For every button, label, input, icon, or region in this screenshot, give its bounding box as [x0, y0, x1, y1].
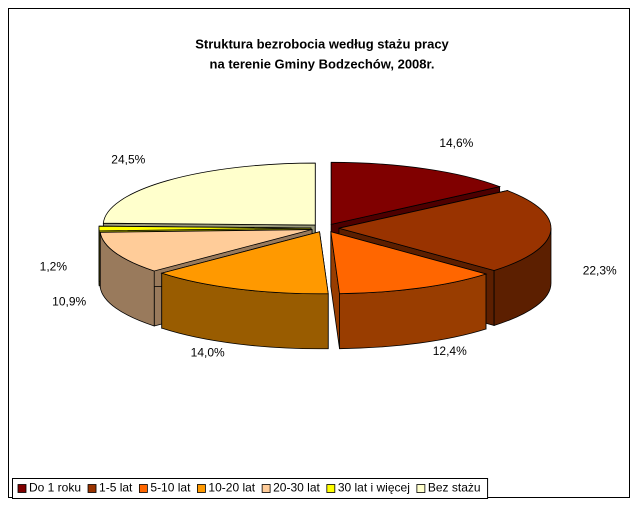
data-label: 14,6% — [439, 136, 473, 150]
legend-label: 1-5 lat — [99, 481, 133, 495]
legend-swatch — [17, 484, 27, 493]
slice-top — [330, 161, 502, 225]
data-label: 1,2% — [40, 259, 68, 273]
legend-label: Bez stażu — [428, 481, 481, 495]
legend-label: 30 lat i więcej — [338, 481, 410, 495]
data-label: 24,5% — [111, 153, 145, 167]
legend-swatch — [87, 484, 97, 493]
legend: Do 1 roku 1-5 lat 5-10 lat 10-20 lat 20-30 l… — [12, 478, 489, 499]
slice-top — [160, 231, 329, 295]
slice-top — [98, 225, 312, 232]
legend-swatch — [138, 484, 148, 493]
slice-top — [330, 231, 488, 295]
data-label: 12,4% — [433, 344, 467, 358]
legend-box — [12, 478, 489, 499]
slice — [330, 231, 488, 350]
legend-label: 5-10 lat — [150, 481, 191, 495]
slice-top — [102, 162, 316, 226]
data-label: 22,3% — [583, 263, 617, 277]
legend-label: 10-20 lat — [208, 481, 255, 495]
data-label: 14,0% — [191, 345, 225, 359]
chart-title: na terenie Gminy Bodzechów, 2008r. — [210, 56, 435, 71]
legend-label: Do 1 roku — [29, 481, 81, 495]
legend-swatch — [261, 484, 271, 493]
legend-label: 20-30 lat — [273, 481, 320, 495]
slice-top — [338, 190, 552, 271]
legend-swatch — [326, 484, 336, 493]
legend-swatch — [416, 484, 426, 493]
legend-swatch — [197, 484, 206, 493]
data-label: 10,9% — [52, 294, 86, 308]
slice-top — [99, 229, 313, 272]
chart-title: Struktura bezrobocia według stażu pracy — [195, 36, 449, 51]
slice — [160, 231, 329, 350]
